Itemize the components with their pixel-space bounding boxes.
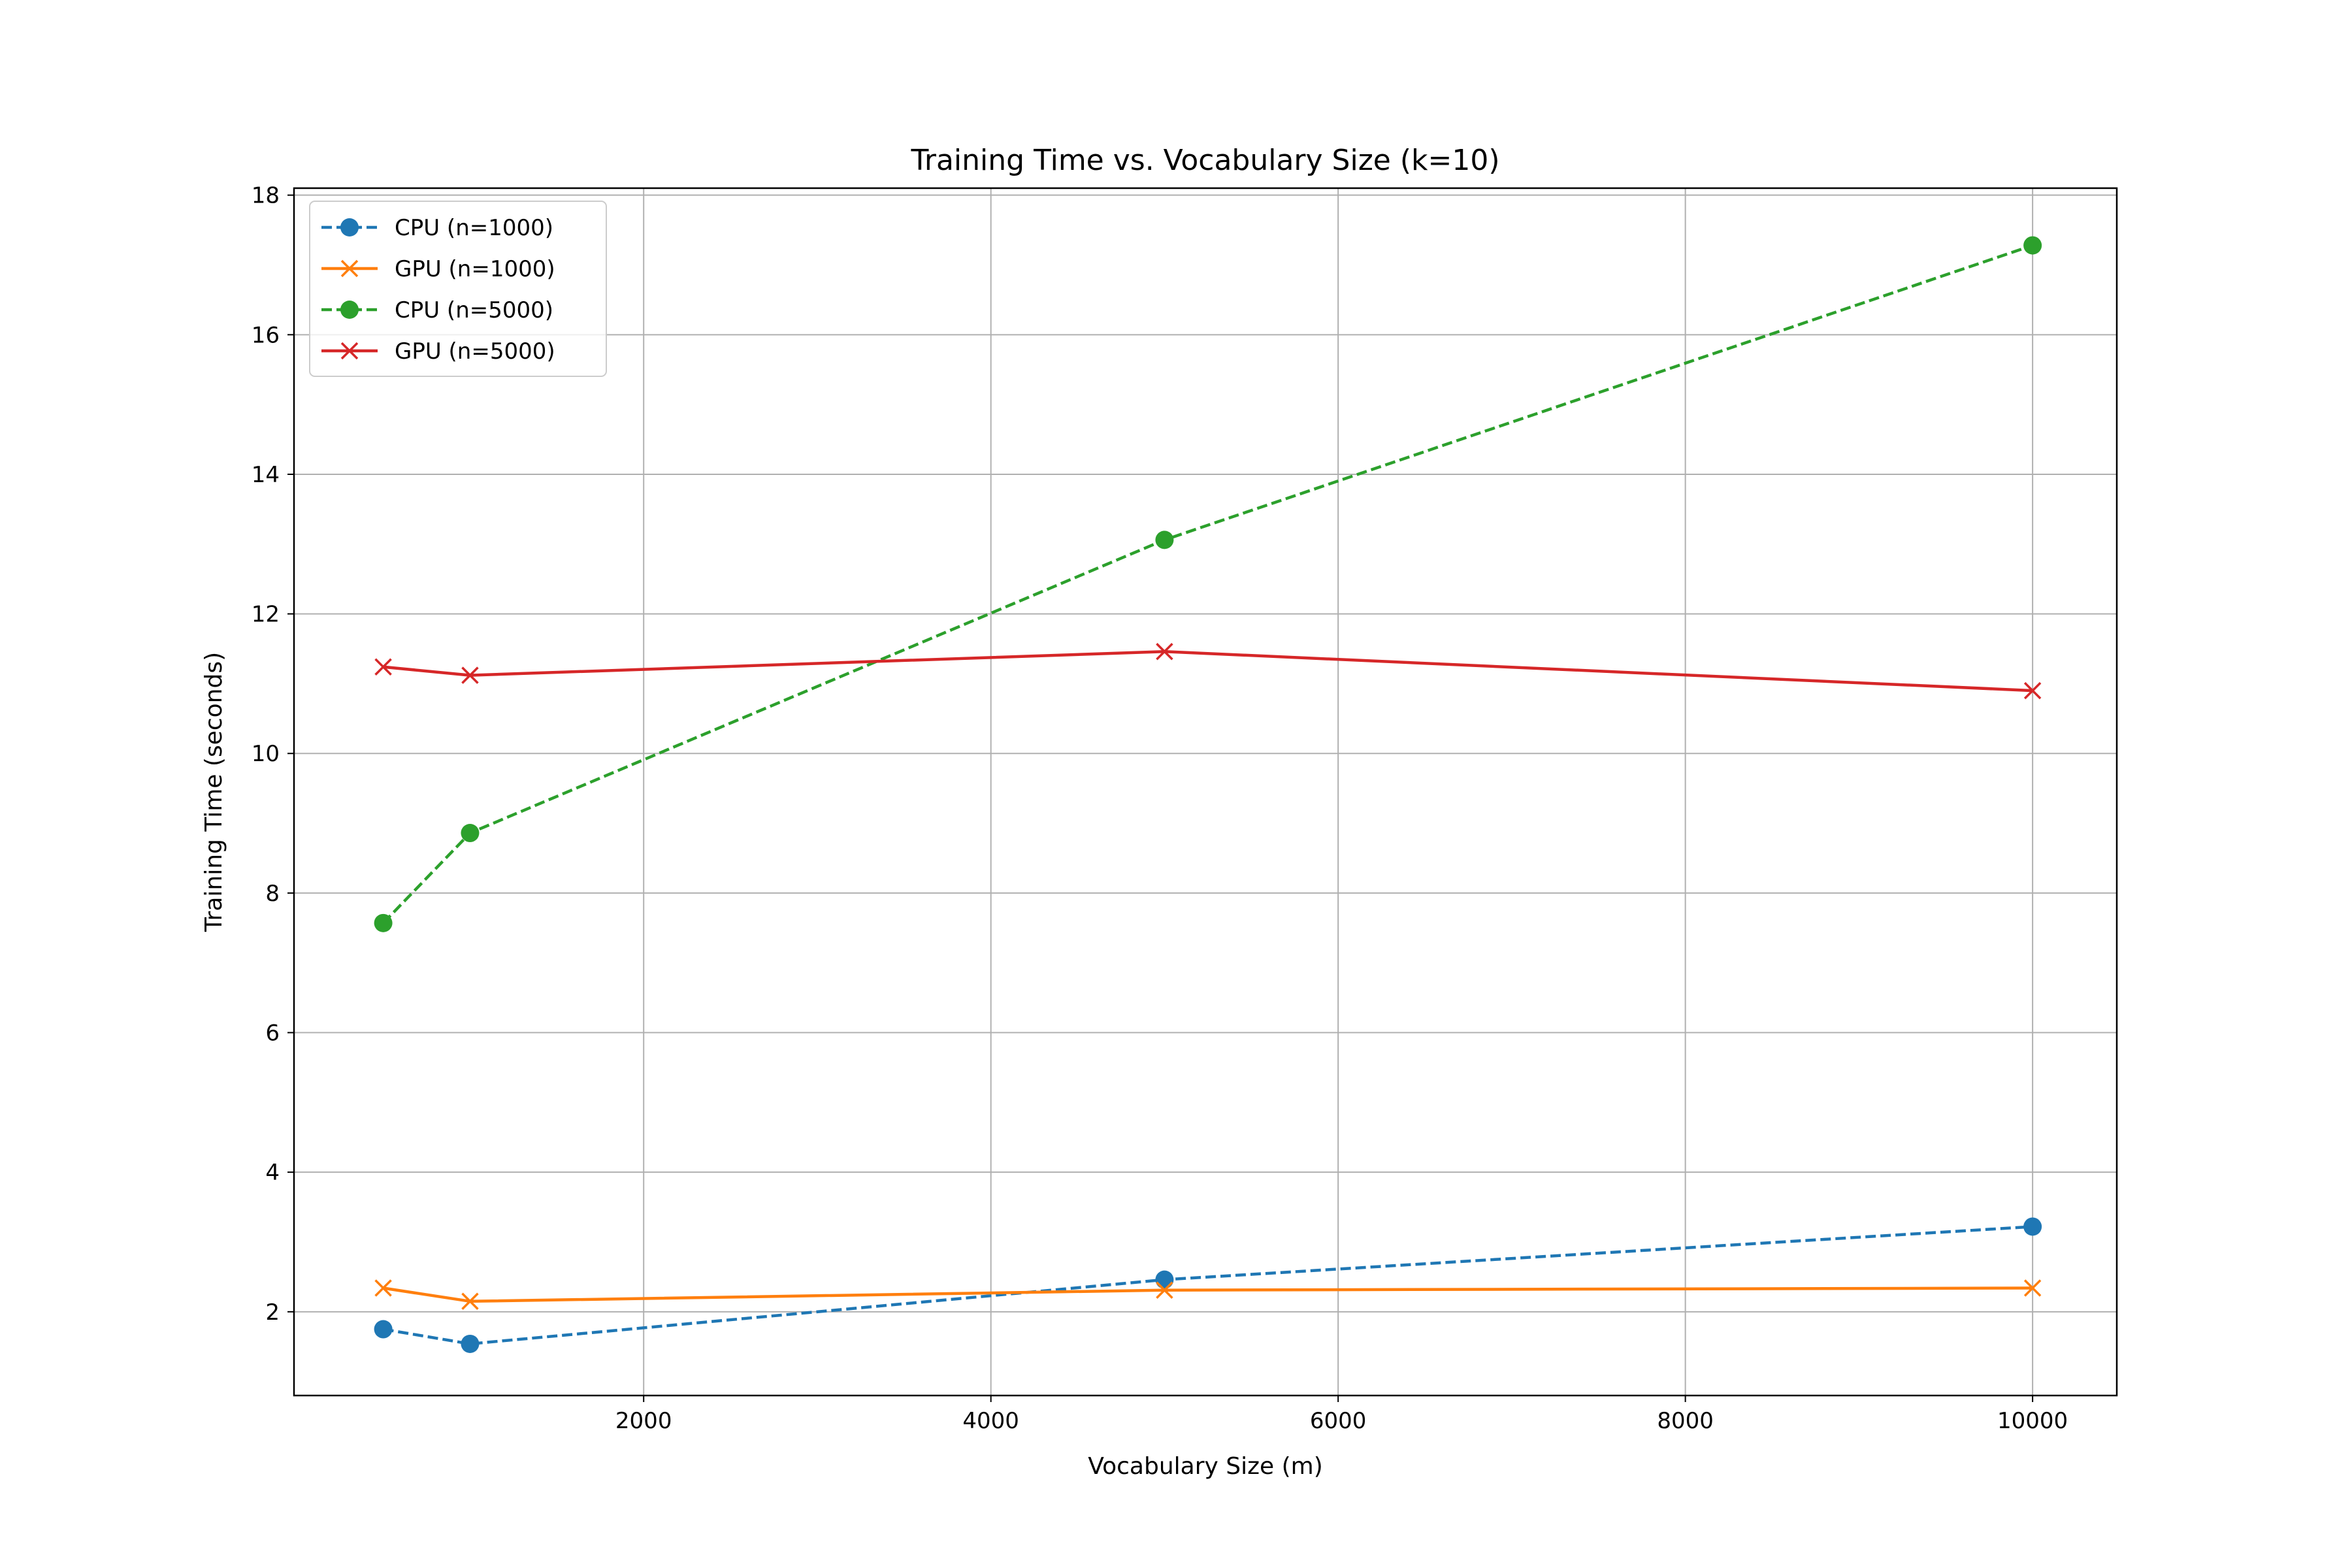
y-axis-ticks: 2 4 6 8 10 12 14 16 18 bbox=[252, 183, 294, 1326]
series-cpu-n-1000 bbox=[374, 1217, 2042, 1353]
grid bbox=[294, 188, 2117, 1396]
x-marker-stroke bbox=[374, 658, 392, 676]
legend-marker bbox=[340, 218, 359, 237]
legend-marker bbox=[340, 301, 359, 319]
legend-label: GPU (n=1000) bbox=[395, 256, 555, 282]
x-marker-stroke bbox=[374, 1279, 392, 1297]
legend-item: GPU (n=1000) bbox=[321, 256, 555, 282]
legend-marker bbox=[340, 342, 359, 360]
data-point bbox=[461, 1292, 479, 1311]
x-marker-stroke bbox=[461, 1292, 479, 1311]
legend-label: CPU (n=1000) bbox=[395, 215, 553, 241]
legend-item: CPU (n=5000) bbox=[321, 297, 553, 323]
x-tick-label: 4000 bbox=[962, 1408, 1019, 1434]
x-tick-label: 10000 bbox=[1997, 1408, 2068, 1434]
data-point bbox=[461, 1334, 480, 1353]
y-tick-label: 6 bbox=[265, 1021, 280, 1047]
data-point bbox=[2023, 236, 2042, 255]
y-tick-label: 12 bbox=[252, 602, 280, 628]
x-marker-stroke bbox=[340, 259, 359, 278]
data-point bbox=[1155, 1270, 1174, 1289]
y-tick-label: 10 bbox=[252, 741, 280, 767]
x-axis-label: Vocabulary Size (m) bbox=[1088, 1453, 1323, 1480]
chart-title: Training Time vs. Vocabulary Size (k=10) bbox=[910, 144, 1499, 177]
y-tick-label: 14 bbox=[252, 462, 280, 488]
y-tick-label: 18 bbox=[252, 183, 280, 209]
data-point bbox=[461, 666, 479, 684]
data-point bbox=[374, 1320, 393, 1339]
y-tick-label: 4 bbox=[265, 1160, 280, 1186]
y-axis-label: Training Time (seconds) bbox=[201, 652, 227, 932]
y-tick-label: 2 bbox=[265, 1299, 280, 1326]
data-point bbox=[374, 913, 393, 932]
data-point bbox=[1156, 1281, 1173, 1299]
series-line bbox=[383, 1286, 2033, 1303]
x-tick-label: 2000 bbox=[615, 1408, 672, 1434]
legend-item: GPU (n=5000) bbox=[321, 338, 555, 365]
series-cpu-n-5000 bbox=[374, 236, 2042, 932]
legend: CPU (n=1000) GPU (n=1000) CPU (n=5000) GPU … bbox=[309, 201, 607, 377]
data-point bbox=[2023, 1279, 2042, 1297]
series-line bbox=[383, 650, 2033, 693]
series-line bbox=[383, 1225, 2033, 1346]
x-marker-stroke bbox=[2023, 1279, 2042, 1297]
legend-label: GPU (n=5000) bbox=[395, 338, 555, 365]
plot-frame bbox=[293, 187, 2118, 1397]
data-point bbox=[1155, 531, 1174, 549]
series-gpu-n-1000 bbox=[374, 1279, 2042, 1311]
x-marker-stroke bbox=[461, 666, 479, 684]
data-point bbox=[2023, 1217, 2042, 1236]
y-tick-label: 8 bbox=[265, 881, 280, 907]
x-marker-stroke bbox=[340, 342, 359, 360]
x-tick-label: 8000 bbox=[1657, 1408, 1714, 1434]
x-marker-stroke bbox=[2023, 681, 2042, 700]
x-marker-stroke bbox=[1156, 643, 1173, 661]
data-point bbox=[2023, 681, 2042, 700]
data-point bbox=[1156, 643, 1173, 661]
x-tick-label: 6000 bbox=[1310, 1408, 1367, 1434]
x-axis-ticks: 2000 4000 6000 8000 10000 bbox=[615, 1396, 2068, 1434]
legend-label: CPU (n=5000) bbox=[395, 297, 553, 323]
data-point bbox=[374, 1279, 392, 1297]
x-marker-stroke bbox=[1156, 1281, 1173, 1299]
series-line bbox=[382, 244, 2033, 924]
legend-marker bbox=[340, 259, 359, 278]
legend-item: CPU (n=1000) bbox=[321, 215, 553, 241]
series-layer bbox=[374, 236, 2042, 1353]
data-point bbox=[461, 824, 480, 843]
y-tick-label: 16 bbox=[252, 322, 280, 348]
series-gpu-n-5000 bbox=[374, 643, 2042, 700]
data-point bbox=[374, 658, 392, 676]
legend-box bbox=[309, 201, 607, 377]
